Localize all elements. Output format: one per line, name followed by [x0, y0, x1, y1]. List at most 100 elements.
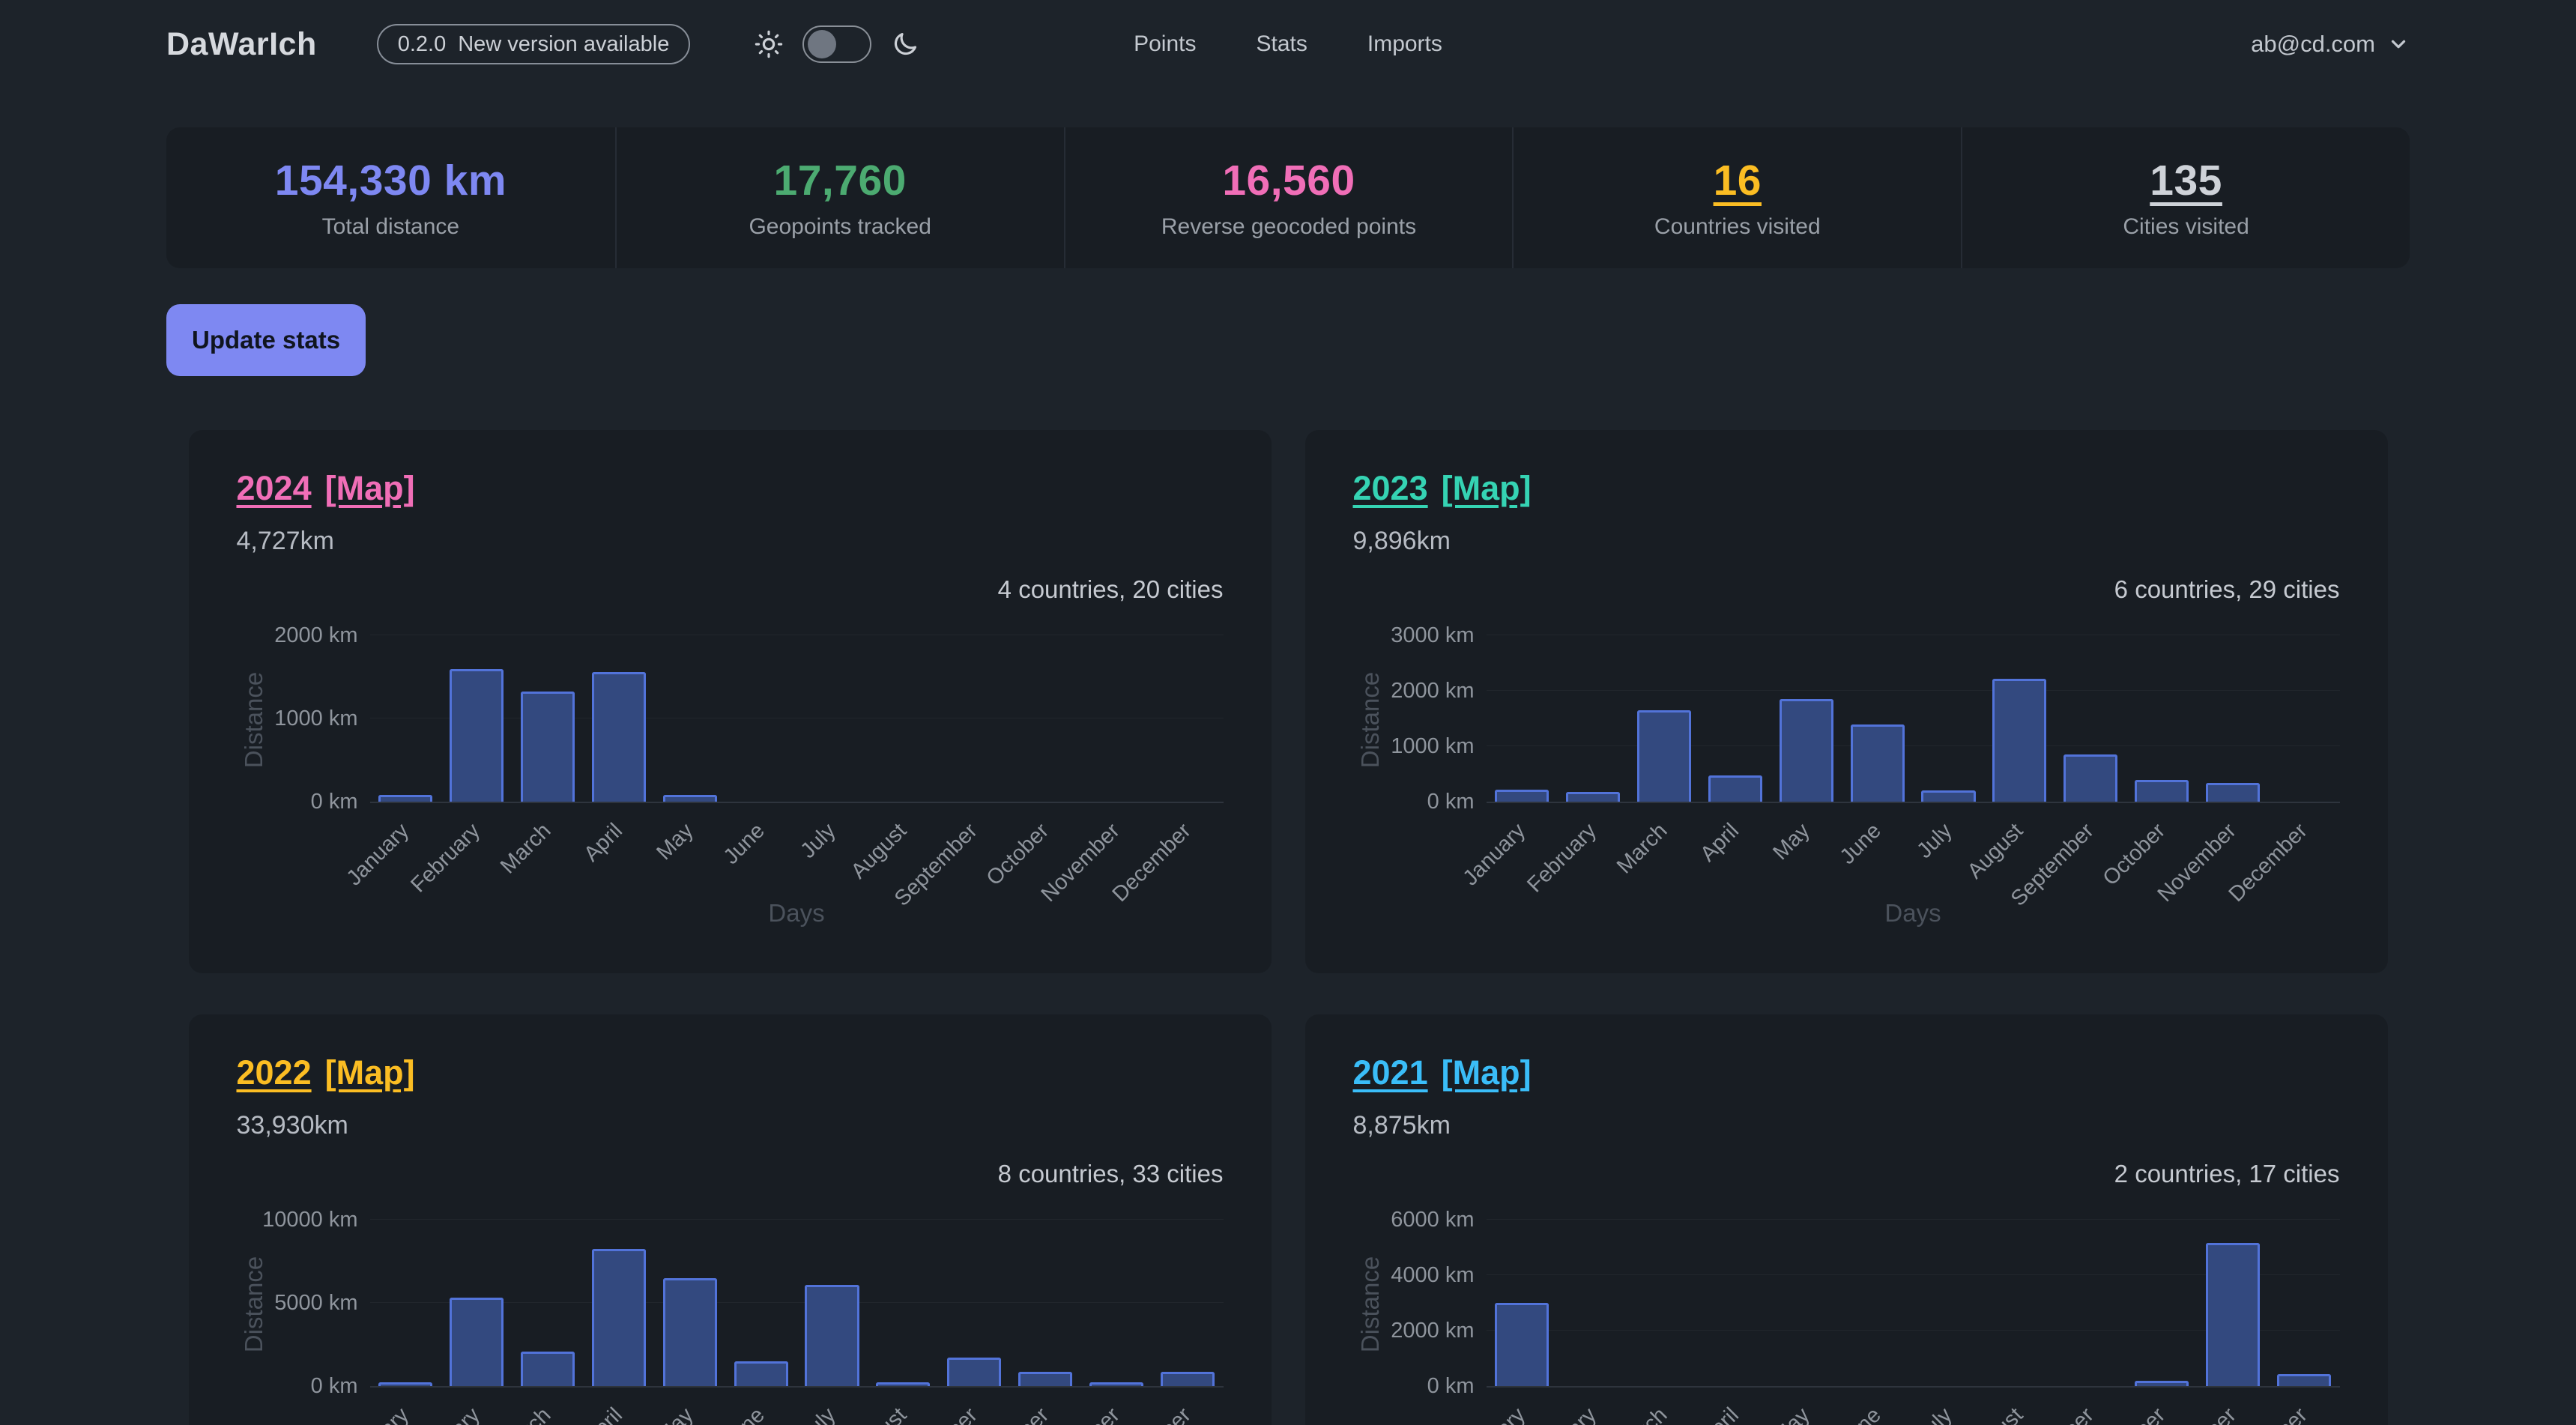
bar-2023-september[interactable]	[2063, 754, 2118, 802]
year-link-2021[interactable]: 2021	[1352, 1053, 1428, 1092]
bar-2023-may[interactable]	[1779, 699, 1833, 802]
stat-label: Countries visited	[1654, 214, 1821, 239]
bar-2022-january[interactable]	[378, 1382, 433, 1387]
y-axis-title: Distance	[239, 1256, 267, 1353]
moon-icon	[895, 32, 917, 55]
bar-2022-february[interactable]	[449, 1298, 504, 1387]
x-slot: December	[2225, 1388, 2340, 1425]
bar-2023-october[interactable]	[2135, 780, 2189, 802]
x-slot: February	[1523, 1388, 1628, 1425]
nav-link-points[interactable]: Points	[1134, 31, 1197, 56]
x-slot: November	[2153, 1388, 2269, 1425]
x-slot: January	[1458, 1388, 1558, 1425]
bar-column	[725, 637, 796, 802]
bar-2022-august[interactable]	[876, 1382, 931, 1387]
bar-2023-november[interactable]	[2206, 783, 2261, 802]
bar-column	[512, 637, 583, 802]
x-slot: February	[406, 1388, 512, 1425]
x-slot: January	[342, 1388, 441, 1425]
y-axis-ticks: 0 km 1000 km 2000 km 3000 km	[1388, 623, 1487, 814]
bar-column	[1628, 637, 1699, 802]
bar-column	[1010, 1221, 1081, 1387]
bar-column	[1984, 637, 2055, 802]
bar-2022-may[interactable]	[662, 1277, 717, 1387]
bar-column	[370, 637, 441, 802]
bar-column	[2126, 637, 2198, 802]
bar-2023-april[interactable]	[1708, 775, 1762, 802]
nav-link-imports[interactable]: Imports	[1367, 31, 1442, 56]
bar-2022-october[interactable]	[1018, 1371, 1073, 1387]
stat-value[interactable]: 135	[2150, 157, 2222, 205]
bar-column	[1487, 637, 1558, 802]
theme-toggle-knob	[808, 30, 837, 58]
nav-link-stats[interactable]: Stats	[1256, 31, 1307, 56]
card-title: 2024 [Map]	[237, 469, 1224, 508]
stat-value: 154,330 km	[274, 157, 507, 205]
bar-2023-july[interactable]	[1921, 790, 1976, 802]
bar-2021-january[interactable]	[1494, 1303, 1549, 1387]
bar-2022-december[interactable]	[1161, 1371, 1215, 1387]
chevron-down-icon	[2391, 40, 2406, 49]
bar-column	[1842, 1221, 1913, 1386]
bar-2024-march[interactable]	[520, 691, 575, 802]
bar-chart-2023: Distance 0 km 1000 km 2000 km 3000 km January…	[1353, 623, 2340, 928]
bar-2022-september[interactable]	[947, 1358, 1002, 1387]
bar-2023-march[interactable]	[1636, 710, 1691, 802]
update-stats-button[interactable]: Update stats	[166, 304, 366, 376]
bar-column	[1699, 637, 1771, 802]
year-card-2024: 2024 [Map] 4,727km 4 countries, 20 cities Di…	[188, 430, 1272, 973]
year-summary: 8 countries, 33 cities	[997, 1159, 1224, 1188]
bar-2024-february[interactable]	[449, 668, 504, 802]
logo[interactable]: DaWarIch	[166, 25, 317, 62]
bar-2021-october[interactable]	[2135, 1381, 2189, 1387]
bar-2022-march[interactable]	[520, 1351, 575, 1387]
account-menu[interactable]: ab@cd.com	[2251, 31, 2410, 58]
bar-2024-april[interactable]	[591, 671, 646, 802]
year-card-2023: 2023 [Map] 9,896km 6 countries, 29 cities Di…	[1304, 430, 2388, 973]
bar-column	[725, 1221, 796, 1387]
year-link-2022[interactable]: 2022	[236, 1053, 312, 1092]
bar-2023-august[interactable]	[1992, 679, 2047, 802]
bar-column	[1699, 1221, 1771, 1386]
map-link-2023[interactable]: [Map]	[1441, 469, 1532, 507]
map-link-2024[interactable]: [Map]	[324, 469, 415, 507]
x-slot: May	[1768, 803, 1842, 895]
bar-2022-june[interactable]	[734, 1361, 788, 1387]
bar-2022-november[interactable]	[1089, 1382, 1144, 1387]
x-slot: July	[1912, 803, 1984, 895]
x-slot: March	[1612, 1388, 1699, 1425]
y-axis-title: Distance	[1355, 1256, 1384, 1353]
bar-2024-may[interactable]	[662, 794, 717, 802]
stat-value[interactable]: 16	[1713, 157, 1762, 205]
plot-area	[369, 635, 1224, 804]
theme-toggle[interactable]	[802, 25, 872, 63]
brand-cluster: DaWarIch 0.2.0 New version available	[166, 24, 919, 64]
bar-2022-april[interactable]	[591, 1249, 646, 1387]
bar-column	[2269, 1221, 2340, 1387]
bar-2021-november[interactable]	[2206, 1243, 2261, 1387]
bar-2023-june[interactable]	[1850, 724, 1905, 802]
version-number: 0.2.0	[397, 31, 447, 56]
bar-2021-december[interactable]	[2277, 1373, 2332, 1387]
x-slot: May	[652, 1388, 725, 1425]
bar-column	[2269, 637, 2340, 802]
year-card-2021: 2021 [Map] 8,875km 2 countries, 17 cities Di…	[1304, 1014, 2388, 1425]
bar-2023-february[interactable]	[1565, 792, 1620, 802]
version-badge[interactable]: 0.2.0 New version available	[376, 24, 691, 64]
x-tick-label: June	[719, 818, 770, 870]
x-tick-label: June	[1835, 818, 1886, 870]
bar-2024-january[interactable]	[378, 795, 433, 802]
year-link-2024[interactable]: 2024	[236, 469, 312, 507]
bar-2023-january[interactable]	[1494, 790, 1549, 802]
bar-column	[1152, 1221, 1224, 1387]
x-slot: June	[1835, 803, 1913, 895]
y-axis-ticks: 0 km 2000 km 4000 km 6000 km	[1388, 1208, 1487, 1398]
year-link-2023[interactable]: 2023	[1352, 469, 1428, 507]
map-link-2021[interactable]: [Map]	[1441, 1053, 1532, 1092]
x-slot: February	[1523, 803, 1628, 898]
y-tick-label: 2000 km	[1391, 679, 1475, 704]
map-link-2022[interactable]: [Map]	[324, 1053, 415, 1092]
theme-controls	[755, 25, 919, 63]
bar-2022-july[interactable]	[805, 1284, 859, 1387]
